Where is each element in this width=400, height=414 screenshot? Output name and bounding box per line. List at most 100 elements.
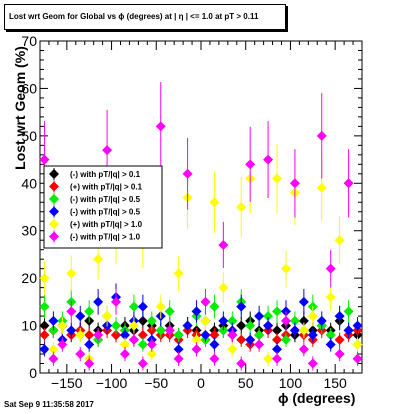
data-point: [173, 330, 184, 341]
y-tick-label: 70: [21, 33, 37, 49]
data-point: [218, 239, 229, 250]
data-point: [245, 159, 256, 170]
y-tick-label: 30: [21, 223, 37, 239]
data-point: [227, 344, 238, 355]
data-point: [173, 268, 184, 279]
x-tick-label: 0: [197, 375, 205, 391]
data-point: [39, 273, 50, 284]
y-tick-label: 0: [29, 365, 37, 381]
data-point: [236, 334, 247, 345]
data-point: [272, 325, 283, 336]
data-point: [280, 263, 291, 274]
data-point: [236, 358, 247, 369]
data-point: [298, 296, 309, 307]
data-point: [111, 330, 122, 341]
data-point: [137, 339, 148, 350]
y-tick-label: 60: [21, 80, 37, 96]
data-point: [39, 330, 50, 341]
data-point: [164, 306, 175, 317]
data-point: [236, 301, 247, 312]
data-point: [66, 268, 77, 279]
y-tick-label: 50: [21, 128, 37, 144]
data-point: [48, 344, 59, 355]
x-tick-label: 100: [279, 375, 303, 391]
data-point: [298, 325, 309, 336]
data-point: [209, 353, 220, 364]
data-point: [93, 296, 104, 307]
data-point: [84, 330, 95, 341]
data-point: [254, 311, 265, 322]
data-point: [137, 330, 148, 341]
data-point: [254, 330, 265, 341]
data-point: [128, 320, 139, 331]
data-point: [209, 197, 220, 208]
data-point: [111, 320, 122, 331]
data-point: [316, 315, 327, 326]
y-tick-label: 40: [21, 175, 37, 191]
data-point: [209, 339, 220, 350]
x-tick-label: 150: [323, 375, 347, 391]
data-point: [263, 311, 274, 322]
legend-label: (-) with pT/|q| > 0.5: [70, 208, 141, 217]
data-point: [272, 306, 283, 317]
data-point: [128, 334, 139, 345]
data-point: [102, 311, 113, 322]
data-point: [316, 183, 327, 194]
data-point: [66, 306, 77, 317]
data-point: [173, 344, 184, 355]
x-tick-label: −150: [51, 375, 83, 391]
data-point: [93, 330, 104, 341]
data-point: [227, 330, 238, 341]
data-point: [325, 263, 336, 274]
data-point: [137, 301, 148, 312]
data-point: [245, 320, 256, 331]
data-point: [191, 344, 202, 355]
data-point: [57, 320, 68, 331]
data-point: [57, 339, 68, 350]
data-point: [39, 301, 50, 312]
data-point: [119, 349, 130, 360]
data-point: [325, 330, 336, 341]
data-point: [155, 121, 166, 132]
data-point: [298, 315, 309, 326]
data-point: [272, 353, 283, 364]
data-point: [39, 344, 50, 355]
title-box: Lost wrt Geom for Global vs ϕ (degrees) …: [4, 4, 286, 30]
data-point: [84, 339, 95, 350]
data-point: [146, 349, 157, 360]
data-point: [173, 353, 184, 364]
data-point: [182, 168, 193, 179]
data-point: [272, 344, 283, 355]
data-point: [146, 325, 157, 336]
data-point: [209, 330, 220, 341]
data-point: [263, 353, 274, 364]
data-point: [343, 306, 354, 317]
y-tick-label: 10: [21, 318, 37, 334]
data-point: [307, 358, 318, 369]
data-point: [48, 315, 59, 326]
data-point: [155, 301, 166, 312]
data-point: [218, 325, 229, 336]
data-point: [155, 325, 166, 336]
data-point: [325, 292, 336, 303]
data-point: [39, 320, 50, 331]
data-point: [236, 320, 247, 331]
data-point: [307, 311, 318, 322]
data-point: [200, 296, 211, 307]
data-point: [254, 339, 265, 350]
legend-label: (-) with pT/|q| > 1.0: [70, 233, 141, 242]
data-point: [325, 339, 336, 350]
data-point: [334, 311, 345, 322]
data-point: [128, 301, 139, 312]
data-point: [200, 330, 211, 341]
data-point: [334, 334, 345, 345]
data-point: [352, 320, 363, 331]
data-point: [119, 330, 130, 341]
data-point: [48, 325, 59, 336]
data-point: [102, 145, 113, 156]
data-point: [236, 202, 247, 212]
data-point: [352, 353, 363, 364]
data-point: [39, 154, 50, 165]
data-point: [343, 178, 354, 189]
legend-label: (+) with pT/|q| > 1.0: [70, 220, 143, 229]
